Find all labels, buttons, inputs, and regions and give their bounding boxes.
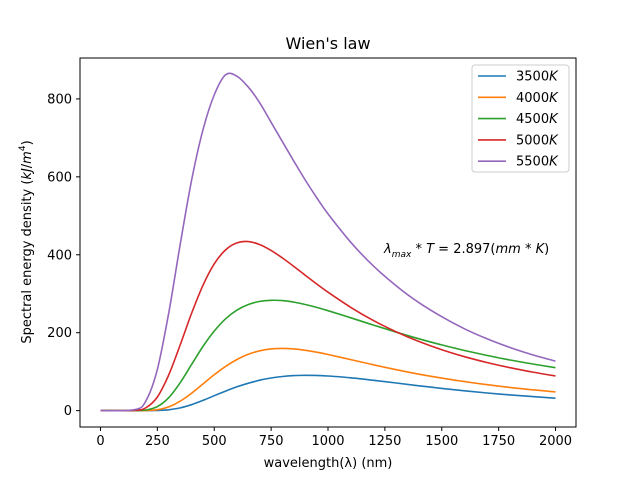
- legend-label: 3500K: [516, 70, 559, 85]
- y-axis-label: Spectral energy density (kJ/m4): [18, 140, 35, 343]
- x-tick-label: 250: [145, 434, 170, 449]
- x-tick-label: 1250: [368, 434, 401, 449]
- y-tick-label: 600: [47, 170, 72, 185]
- y-tick-label: 800: [47, 92, 72, 107]
- legend-label: 4500K: [516, 112, 559, 127]
- y-tick-label: 0: [64, 404, 72, 419]
- legend-box: [471, 64, 570, 173]
- x-axis: 0 250 500 750 1000 1250 1500 1750 2000: [96, 427, 572, 449]
- y-axis: 0 200 400 600 800: [47, 92, 80, 419]
- series-line-4000K: [100, 347, 556, 412]
- series-line-5000K: [100, 240, 556, 412]
- x-tick-label: 500: [202, 434, 227, 449]
- series-line-4500K: [100, 299, 556, 412]
- legend-label: 5500K: [516, 155, 559, 170]
- legend: 3500K 4000K 4500K 5000K 5500K: [471, 64, 570, 173]
- x-tick-label: 0: [96, 434, 104, 449]
- series-line-3500K: [100, 374, 556, 412]
- chart-title: Wien's law: [285, 34, 370, 53]
- y-tick-label: 200: [47, 326, 72, 341]
- x-tick-label: 1500: [425, 434, 458, 449]
- x-axis-label: wavelength(λ) (nm): [264, 456, 393, 471]
- x-tick-label: 1750: [482, 434, 515, 449]
- legend-label: 4000K: [516, 91, 559, 106]
- wien-annotation: λmax * T = 2.897(mm * K): [383, 242, 549, 260]
- x-tick-label: 750: [259, 434, 284, 449]
- x-tick-label: 2000: [539, 434, 572, 449]
- series-line-5500K: [100, 72, 556, 412]
- legend-label: 5000K: [516, 133, 559, 148]
- plot-area: [100, 72, 556, 412]
- y-tick-label: 400: [47, 248, 72, 263]
- x-tick-label: 1000: [311, 434, 344, 449]
